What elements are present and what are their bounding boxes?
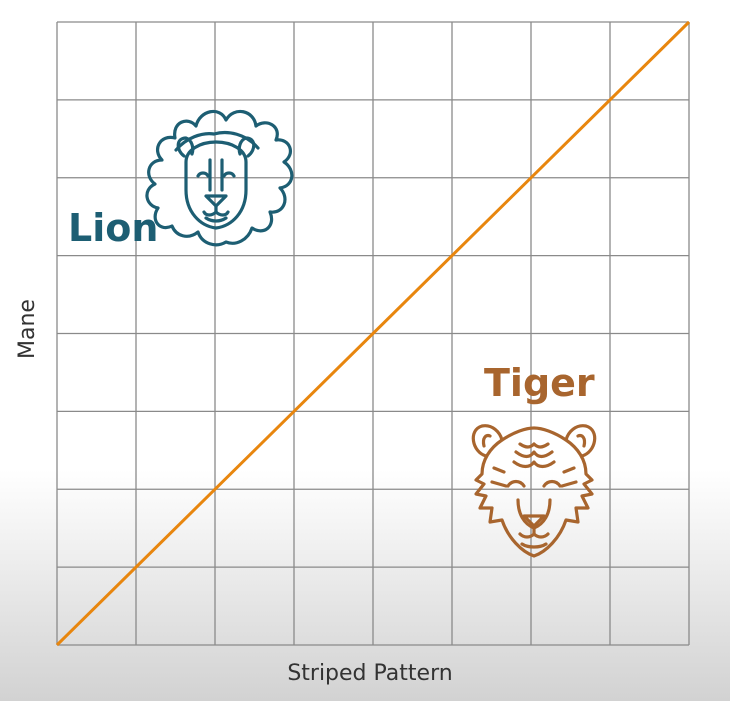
decision-boundary-line: [55, 20, 691, 647]
y-axis-label: Mane: [15, 299, 40, 359]
tiger-label: Tiger: [484, 361, 595, 405]
lion-label: Lion: [68, 206, 158, 250]
tiger-face-icon: [471, 424, 597, 558]
lion-face-icon: [145, 109, 294, 247]
x-axis-label: Striped Pattern: [287, 661, 452, 686]
